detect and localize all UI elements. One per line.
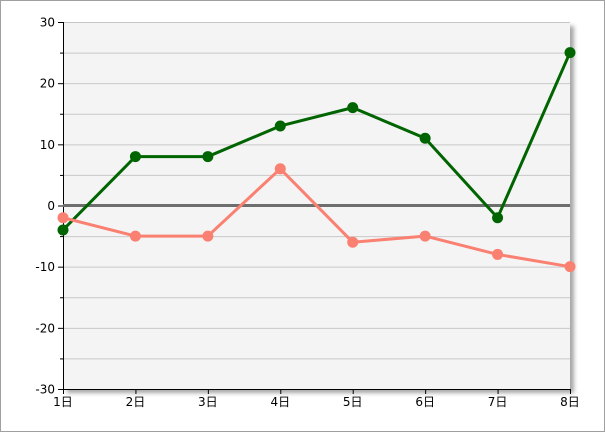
- y-tick-label: -10: [35, 260, 55, 274]
- series-layer: [57, 47, 576, 273]
- x-tick-label: 8日: [560, 395, 580, 409]
- data-point[interactable]: [564, 261, 576, 273]
- y-tick-label: -20: [35, 321, 55, 335]
- series-2: [57, 163, 576, 273]
- y-tick-label: 30: [40, 16, 55, 30]
- x-tick-label: 3日: [198, 395, 218, 409]
- data-point[interactable]: [57, 212, 69, 224]
- x-tick-label: 1日: [53, 395, 73, 409]
- data-point[interactable]: [419, 230, 431, 242]
- data-point[interactable]: [129, 230, 141, 242]
- data-point[interactable]: [129, 151, 141, 163]
- x-tick-label: 2日: [126, 395, 146, 409]
- data-point[interactable]: [564, 47, 576, 59]
- data-point[interactable]: [202, 230, 214, 242]
- data-point[interactable]: [274, 163, 286, 175]
- data-point[interactable]: [492, 248, 504, 260]
- series-line: [62, 167, 571, 269]
- series-line: [61, 51, 572, 232]
- y-tick-label: -30: [35, 383, 55, 397]
- y-tick-label: 0: [47, 199, 55, 213]
- data-point[interactable]: [492, 212, 504, 224]
- y-tick-label: 10: [40, 138, 55, 152]
- data-point[interactable]: [57, 224, 69, 236]
- data-point[interactable]: [347, 102, 359, 114]
- data-point[interactable]: [202, 151, 214, 163]
- data-point[interactable]: [347, 236, 359, 248]
- data-point[interactable]: [419, 132, 431, 144]
- x-tick-label: 5日: [343, 395, 363, 409]
- data-point[interactable]: [274, 120, 286, 132]
- x-tick-label: 7日: [488, 395, 508, 409]
- series-1: [57, 47, 576, 236]
- y-tick-label: 20: [40, 77, 55, 91]
- x-tick-label: 4日: [270, 395, 290, 409]
- x-tick-label: 6日: [415, 395, 435, 409]
